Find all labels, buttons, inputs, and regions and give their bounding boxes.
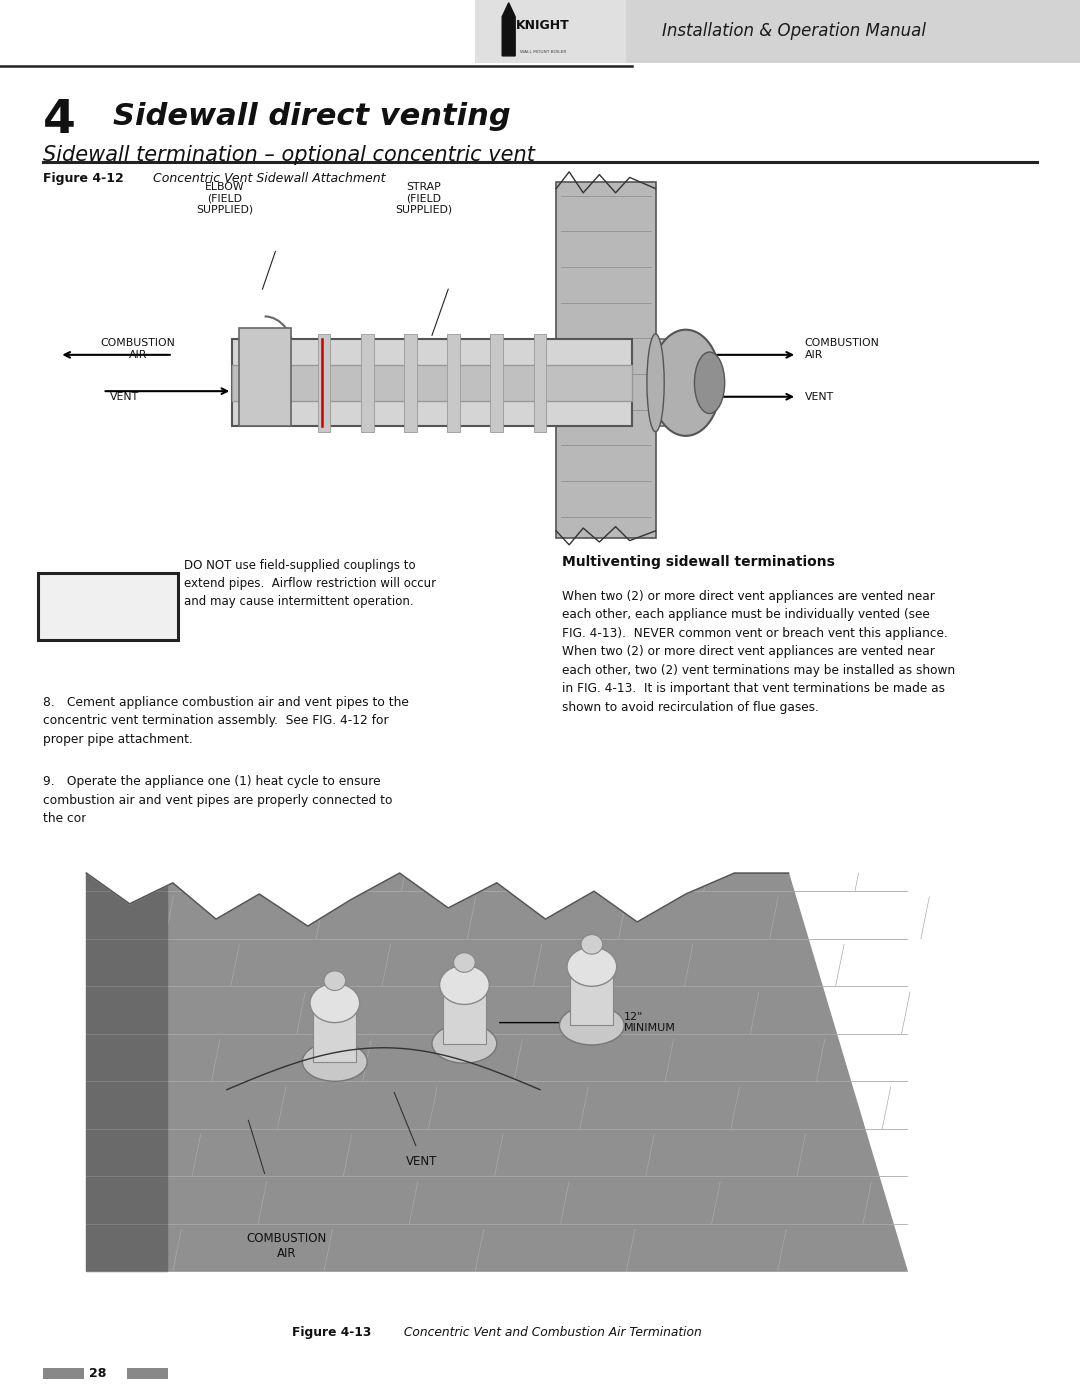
Ellipse shape xyxy=(650,330,721,436)
Text: COMBUSTION
AIR: COMBUSTION AIR xyxy=(805,338,879,360)
Text: When two (2) or more direct vent appliances are vented near
each other, each app: When two (2) or more direct vent applian… xyxy=(562,590,955,714)
Text: STRAP
(FIELD
SUPPLIED): STRAP (FIELD SUPPLIED) xyxy=(395,182,451,215)
FancyBboxPatch shape xyxy=(239,328,291,426)
Text: COMBUSTION
AIR: COMBUSTION AIR xyxy=(246,1232,326,1260)
Text: CAUTION: CAUTION xyxy=(70,599,146,613)
Text: 12"
MINIMUM: 12" MINIMUM xyxy=(624,1011,676,1034)
FancyBboxPatch shape xyxy=(232,365,632,401)
Polygon shape xyxy=(502,3,515,56)
Polygon shape xyxy=(86,873,907,1271)
Bar xyxy=(43,1368,84,1379)
Ellipse shape xyxy=(324,971,346,990)
Polygon shape xyxy=(86,873,167,1271)
FancyBboxPatch shape xyxy=(570,967,613,1025)
FancyBboxPatch shape xyxy=(361,334,374,432)
Text: 8. Cement appliance combustion air and vent pipes to the
concentric vent termina: 8. Cement appliance combustion air and v… xyxy=(43,696,409,746)
FancyBboxPatch shape xyxy=(313,1003,356,1062)
Text: VENT: VENT xyxy=(405,1155,437,1168)
Text: 4: 4 xyxy=(43,98,76,142)
Bar xyxy=(556,182,656,538)
Ellipse shape xyxy=(432,1024,497,1063)
Text: KNIGHT: KNIGHT xyxy=(516,18,570,32)
Text: WALL MOUNT BOILER: WALL MOUNT BOILER xyxy=(521,49,566,53)
Text: Figure 4-12: Figure 4-12 xyxy=(43,172,124,184)
Ellipse shape xyxy=(310,983,360,1023)
Text: Sidewall direct venting: Sidewall direct venting xyxy=(113,102,511,131)
Ellipse shape xyxy=(302,1042,367,1081)
FancyBboxPatch shape xyxy=(447,334,460,432)
Text: Sidewall termination – optional concentric vent: Sidewall termination – optional concentr… xyxy=(43,145,535,165)
FancyBboxPatch shape xyxy=(475,0,626,63)
Ellipse shape xyxy=(454,953,475,972)
Text: COMBUSTION
AIR: COMBUSTION AIR xyxy=(100,338,176,360)
FancyBboxPatch shape xyxy=(38,573,178,640)
FancyBboxPatch shape xyxy=(534,334,546,432)
FancyBboxPatch shape xyxy=(656,339,704,426)
Text: 28: 28 xyxy=(89,1366,106,1380)
FancyBboxPatch shape xyxy=(404,334,417,432)
FancyBboxPatch shape xyxy=(475,0,1080,63)
Bar xyxy=(127,1368,168,1379)
Text: VENT: VENT xyxy=(805,391,834,402)
Text: VENT: VENT xyxy=(110,391,138,402)
Ellipse shape xyxy=(567,947,617,986)
FancyBboxPatch shape xyxy=(318,334,330,432)
Polygon shape xyxy=(86,810,788,926)
Ellipse shape xyxy=(647,334,664,432)
Text: Concentric Vent and Combustion Air Termination: Concentric Vent and Combustion Air Termi… xyxy=(400,1326,701,1340)
Text: Installation & Operation Manual: Installation & Operation Manual xyxy=(662,22,926,41)
Text: Concentric Vent Sidewall Attachment: Concentric Vent Sidewall Attachment xyxy=(149,172,386,184)
FancyBboxPatch shape xyxy=(490,334,503,432)
Text: ELBOW
(FIELD
SUPPLIED): ELBOW (FIELD SUPPLIED) xyxy=(197,182,253,215)
Text: 9. Operate the appliance one (1) heat cycle to ensure
combustion air and vent pi: 9. Operate the appliance one (1) heat cy… xyxy=(43,775,393,826)
Ellipse shape xyxy=(694,352,725,414)
FancyBboxPatch shape xyxy=(232,339,632,426)
Text: DO NOT use field-supplied couplings to
extend pipes.  Airflow restriction will o: DO NOT use field-supplied couplings to e… xyxy=(184,559,435,609)
Ellipse shape xyxy=(581,935,603,954)
FancyBboxPatch shape xyxy=(443,985,486,1044)
Text: Figure 4-13: Figure 4-13 xyxy=(292,1326,370,1340)
Text: Multiventing sidewall terminations: Multiventing sidewall terminations xyxy=(562,555,835,569)
Ellipse shape xyxy=(559,1006,624,1045)
Ellipse shape xyxy=(440,965,489,1004)
